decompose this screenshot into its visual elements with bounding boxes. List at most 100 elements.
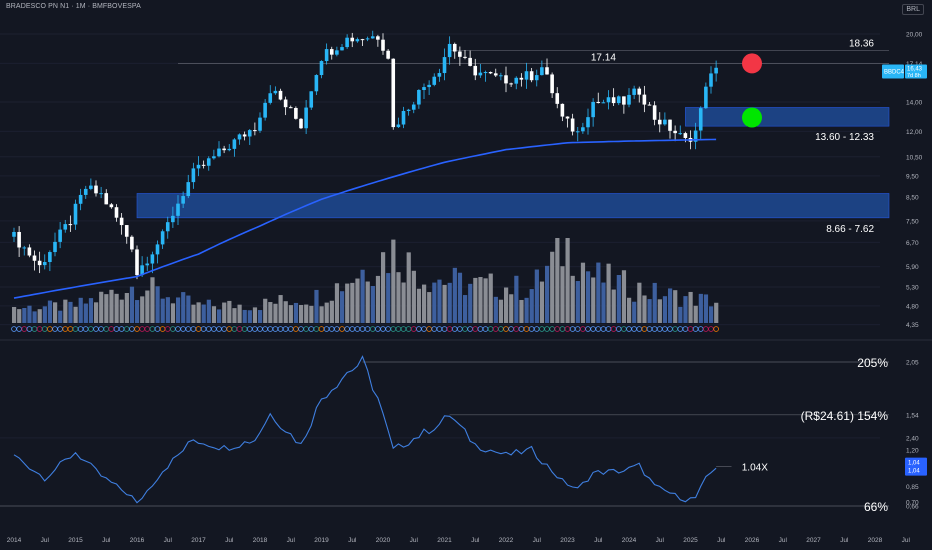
candle-body	[27, 247, 32, 256]
volume-bar	[170, 303, 176, 323]
zone-label-1: 8.66 - 7.62	[826, 224, 874, 235]
candle-body	[437, 73, 442, 77]
volume-bar	[427, 292, 432, 323]
candle-body	[314, 75, 319, 92]
volume-bar	[688, 291, 693, 323]
price-tick-label: 6,70	[906, 240, 919, 247]
volume-bar	[611, 289, 616, 323]
volume-bar	[601, 282, 606, 323]
volume-bar	[488, 273, 493, 323]
time-tick-label: 2025	[683, 537, 698, 544]
time-tick-label: Jul	[717, 537, 726, 544]
candle-body	[206, 158, 211, 166]
candle-body	[73, 203, 78, 225]
time-tick-label: Jul	[410, 537, 419, 544]
volume-bar	[278, 295, 283, 323]
volume-bar	[109, 289, 114, 323]
price-axis[interactable]: 20,00 17,14 14,00 12,00 10,50 9,50 8,50 7,50 6,7…	[882, 32, 927, 443]
candle-body	[150, 254, 155, 264]
candle-body	[263, 102, 267, 118]
time-tick-label: 2019	[314, 537, 329, 544]
candle-body	[155, 244, 160, 255]
candle-body	[534, 75, 539, 81]
time-tick-label: Jul	[287, 537, 296, 544]
volume-bar	[242, 309, 247, 323]
volume-bar	[63, 299, 68, 323]
candle-body	[365, 38, 370, 40]
candle-body	[611, 97, 616, 104]
indicator-tick-label: 1,54	[906, 412, 919, 419]
price-tick-label: 5,30	[906, 285, 919, 292]
candle-body	[447, 43, 452, 58]
candle-body	[709, 73, 713, 87]
candle-body	[258, 117, 262, 131]
time-axis[interactable]: 2014 Jul 2015 Jul 2016 Jul 2017 Jul 2018 Jul 2019 J…	[7, 537, 911, 544]
volume-bar	[539, 281, 545, 323]
time-tick-label: Jul	[164, 537, 173, 544]
events-row	[11, 326, 719, 332]
volume-bar	[534, 269, 539, 323]
candle-body	[17, 231, 21, 248]
candle-body	[130, 236, 134, 250]
volume-bars	[12, 238, 719, 323]
volume-bar	[27, 305, 32, 323]
volume-bar	[252, 307, 258, 323]
volume-bar	[58, 310, 63, 323]
time-tick-label: 2015	[68, 537, 83, 544]
candle-body	[381, 39, 385, 51]
indicator-badge-value: 1,04	[908, 461, 920, 467]
level-lines	[178, 49, 889, 64]
volume-bar	[53, 302, 58, 323]
price-tick-label: 10,50	[906, 154, 923, 161]
volume-bar	[524, 297, 529, 323]
currency-label[interactable]: BRL	[902, 4, 924, 15]
candle-body	[217, 148, 221, 157]
volume-bar	[73, 306, 78, 323]
candle-body	[114, 207, 119, 218]
time-tick-label: 2028	[868, 537, 883, 544]
candle-body	[406, 109, 411, 111]
volume-bar	[550, 251, 555, 323]
volume-bar	[386, 273, 391, 323]
buy-marker	[742, 107, 762, 128]
volume-bar	[586, 271, 591, 323]
indicator-tick-label: 0,85	[906, 484, 919, 491]
candle-body	[196, 164, 201, 169]
volume-bar	[232, 308, 237, 323]
candle-body	[514, 77, 519, 84]
volume-bar	[381, 252, 386, 323]
candle-body	[268, 93, 273, 103]
volume-bar	[703, 294, 709, 323]
time-tick-label: Jul	[102, 537, 111, 544]
time-tick-label: Jul	[348, 537, 357, 544]
volume-bar	[504, 287, 509, 323]
zone-0	[685, 107, 890, 127]
volume-bar	[457, 272, 463, 323]
volume-bar	[304, 304, 309, 323]
candle-body	[452, 43, 457, 52]
candle-body	[104, 193, 109, 205]
candle-body	[181, 196, 185, 204]
volume-bar	[227, 300, 232, 323]
volume-bar	[247, 310, 252, 323]
candle-body	[570, 118, 575, 132]
time-tick-label: Jul	[902, 537, 911, 544]
volume-bar	[191, 304, 196, 323]
volume-bar	[447, 282, 452, 323]
candle-body	[555, 93, 560, 104]
candle-body	[673, 130, 677, 134]
volume-bar	[642, 295, 647, 323]
time-tick-label: 2027	[806, 537, 821, 544]
volume-bar	[329, 300, 334, 323]
time-tick-label: Jul	[840, 537, 849, 544]
candle-body	[89, 185, 93, 189]
time-tick-label: 2023	[560, 537, 575, 544]
candle-body	[427, 84, 431, 88]
volume-bar	[360, 269, 365, 323]
candle-body	[22, 247, 27, 249]
candle-body	[304, 107, 308, 129]
candle-body	[606, 97, 611, 103]
volume-bar	[222, 302, 227, 323]
price-tick-label: 9,50	[906, 173, 919, 180]
